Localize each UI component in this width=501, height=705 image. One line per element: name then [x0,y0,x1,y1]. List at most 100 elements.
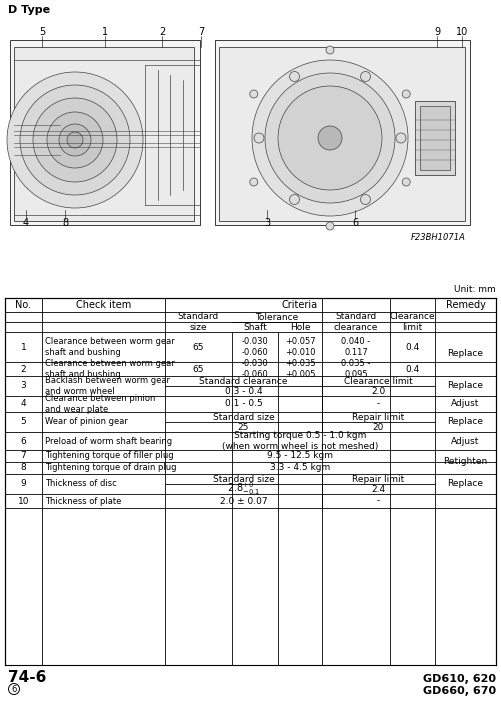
Text: $2.8^{+0}_{-0.1}$: $2.8^{+0}_{-0.1}$ [227,481,260,498]
Circle shape [265,73,395,203]
Circle shape [33,98,117,182]
Text: 8: 8 [21,463,27,472]
Text: Clearance between worm gear
shaft and bushing: Clearance between worm gear shaft and bu… [45,337,175,357]
Text: Check item: Check item [76,300,131,310]
Text: 3.3 - 4.5 kgm: 3.3 - 4.5 kgm [270,463,330,472]
Text: Tightening torque of filler plug: Tightening torque of filler plug [45,451,174,460]
Text: Repair limit: Repair limit [352,474,405,484]
Text: -0.030
-0.060: -0.030 -0.060 [241,337,269,357]
Text: Tightening torque of drain plug: Tightening torque of drain plug [45,463,176,472]
Text: Clearance between worm gear
shaft and bushing: Clearance between worm gear shaft and bu… [45,360,175,379]
Text: Standard
clearance: Standard clearance [334,312,378,331]
FancyBboxPatch shape [14,47,194,221]
Text: 10: 10 [456,27,468,37]
Circle shape [250,90,258,98]
Bar [420,106,450,170]
Text: 0.4: 0.4 [405,364,420,374]
Circle shape [396,133,406,143]
Text: 2.0: 2.0 [371,386,386,396]
Text: Wear of pinion gear: Wear of pinion gear [45,417,128,427]
Text: 10: 10 [18,496,29,505]
Circle shape [326,222,334,230]
Text: -0.030
-0.060: -0.030 -0.060 [241,360,269,379]
Text: 6: 6 [21,436,27,446]
Text: 0.4: 0.4 [405,343,420,352]
Text: 9.5 - 12.5 kgm: 9.5 - 12.5 kgm [267,451,333,460]
Text: Backlash between worm gear
and worm wheel: Backlash between worm gear and worm whee… [45,376,170,396]
Bar [215,40,470,225]
Text: Standard size: Standard size [212,474,275,484]
Text: -: - [377,400,380,408]
Text: 2.4: 2.4 [371,484,386,493]
Text: Replace: Replace [447,417,483,427]
Circle shape [250,178,258,186]
Text: Shaft: Shaft [243,322,267,331]
Text: 2: 2 [159,27,165,37]
Text: 65: 65 [193,343,204,352]
Text: Hole: Hole [290,322,310,331]
Text: 4: 4 [21,400,27,408]
Text: D Type: D Type [8,5,50,15]
Text: Tolerance: Tolerance [256,312,299,321]
Circle shape [47,112,103,168]
Text: 5: 5 [39,27,45,37]
Text: 3: 3 [21,381,27,391]
Text: Standard clearance: Standard clearance [199,376,288,386]
Text: 2.0 ± 0.07: 2.0 ± 0.07 [219,496,268,505]
Circle shape [7,72,143,208]
Text: 5: 5 [21,417,27,427]
Text: +0.057
+0.010: +0.057 +0.010 [285,337,315,357]
FancyBboxPatch shape [219,47,465,221]
Text: 7: 7 [198,27,204,37]
Text: Replace: Replace [447,479,483,489]
Text: F23BH1071A: F23BH1071A [411,233,466,242]
Text: 9: 9 [21,479,27,489]
Bar [5,298,496,665]
Text: Clearance limit: Clearance limit [344,376,413,386]
Text: Standard size: Standard size [212,412,275,422]
Bar [10,40,200,225]
Text: 0.3 - 0.4: 0.3 - 0.4 [224,386,263,396]
Text: Replace: Replace [447,381,483,391]
Bar [0,10,501,290]
Circle shape [326,46,334,54]
Text: Adjust: Adjust [451,400,479,408]
Text: 74-6: 74-6 [8,670,47,685]
Text: Unit: mm: Unit: mm [454,285,496,294]
Text: Thickness of plate: Thickness of plate [45,496,121,505]
Text: 65: 65 [193,364,204,374]
Circle shape [402,90,410,98]
Circle shape [318,126,342,150]
Circle shape [59,124,91,156]
Text: Adjust: Adjust [451,436,479,446]
Text: 3: 3 [264,218,270,228]
Circle shape [361,195,371,204]
Circle shape [9,684,20,694]
Text: No.: No. [16,300,32,310]
Text: 0.040 -
0.117: 0.040 - 0.117 [341,337,371,357]
Text: 8: 8 [62,218,68,228]
Text: Repair limit: Repair limit [352,412,405,422]
Text: Clearance between pinion
and wear plate: Clearance between pinion and wear plate [45,394,155,414]
Circle shape [254,133,264,143]
Text: Replace: Replace [447,350,483,359]
Circle shape [67,132,83,148]
Text: GD610, 620
GD660, 670: GD610, 620 GD660, 670 [423,674,496,696]
Text: Criteria: Criteria [282,300,318,310]
Circle shape [402,178,410,186]
Text: 4: 4 [23,218,29,228]
Text: 25: 25 [238,422,249,431]
Bar [415,101,455,175]
Text: Remedy: Remedy [445,300,485,310]
Text: 20: 20 [373,422,384,431]
Text: 1: 1 [21,343,27,352]
Circle shape [290,71,300,82]
Text: 6: 6 [12,685,17,694]
Text: Retighten: Retighten [443,458,487,467]
Text: Standard
size: Standard size [178,312,219,331]
Circle shape [252,60,408,216]
Circle shape [20,85,130,195]
Text: -: - [377,496,380,505]
Text: 7: 7 [21,451,27,460]
Text: 9: 9 [434,27,440,37]
